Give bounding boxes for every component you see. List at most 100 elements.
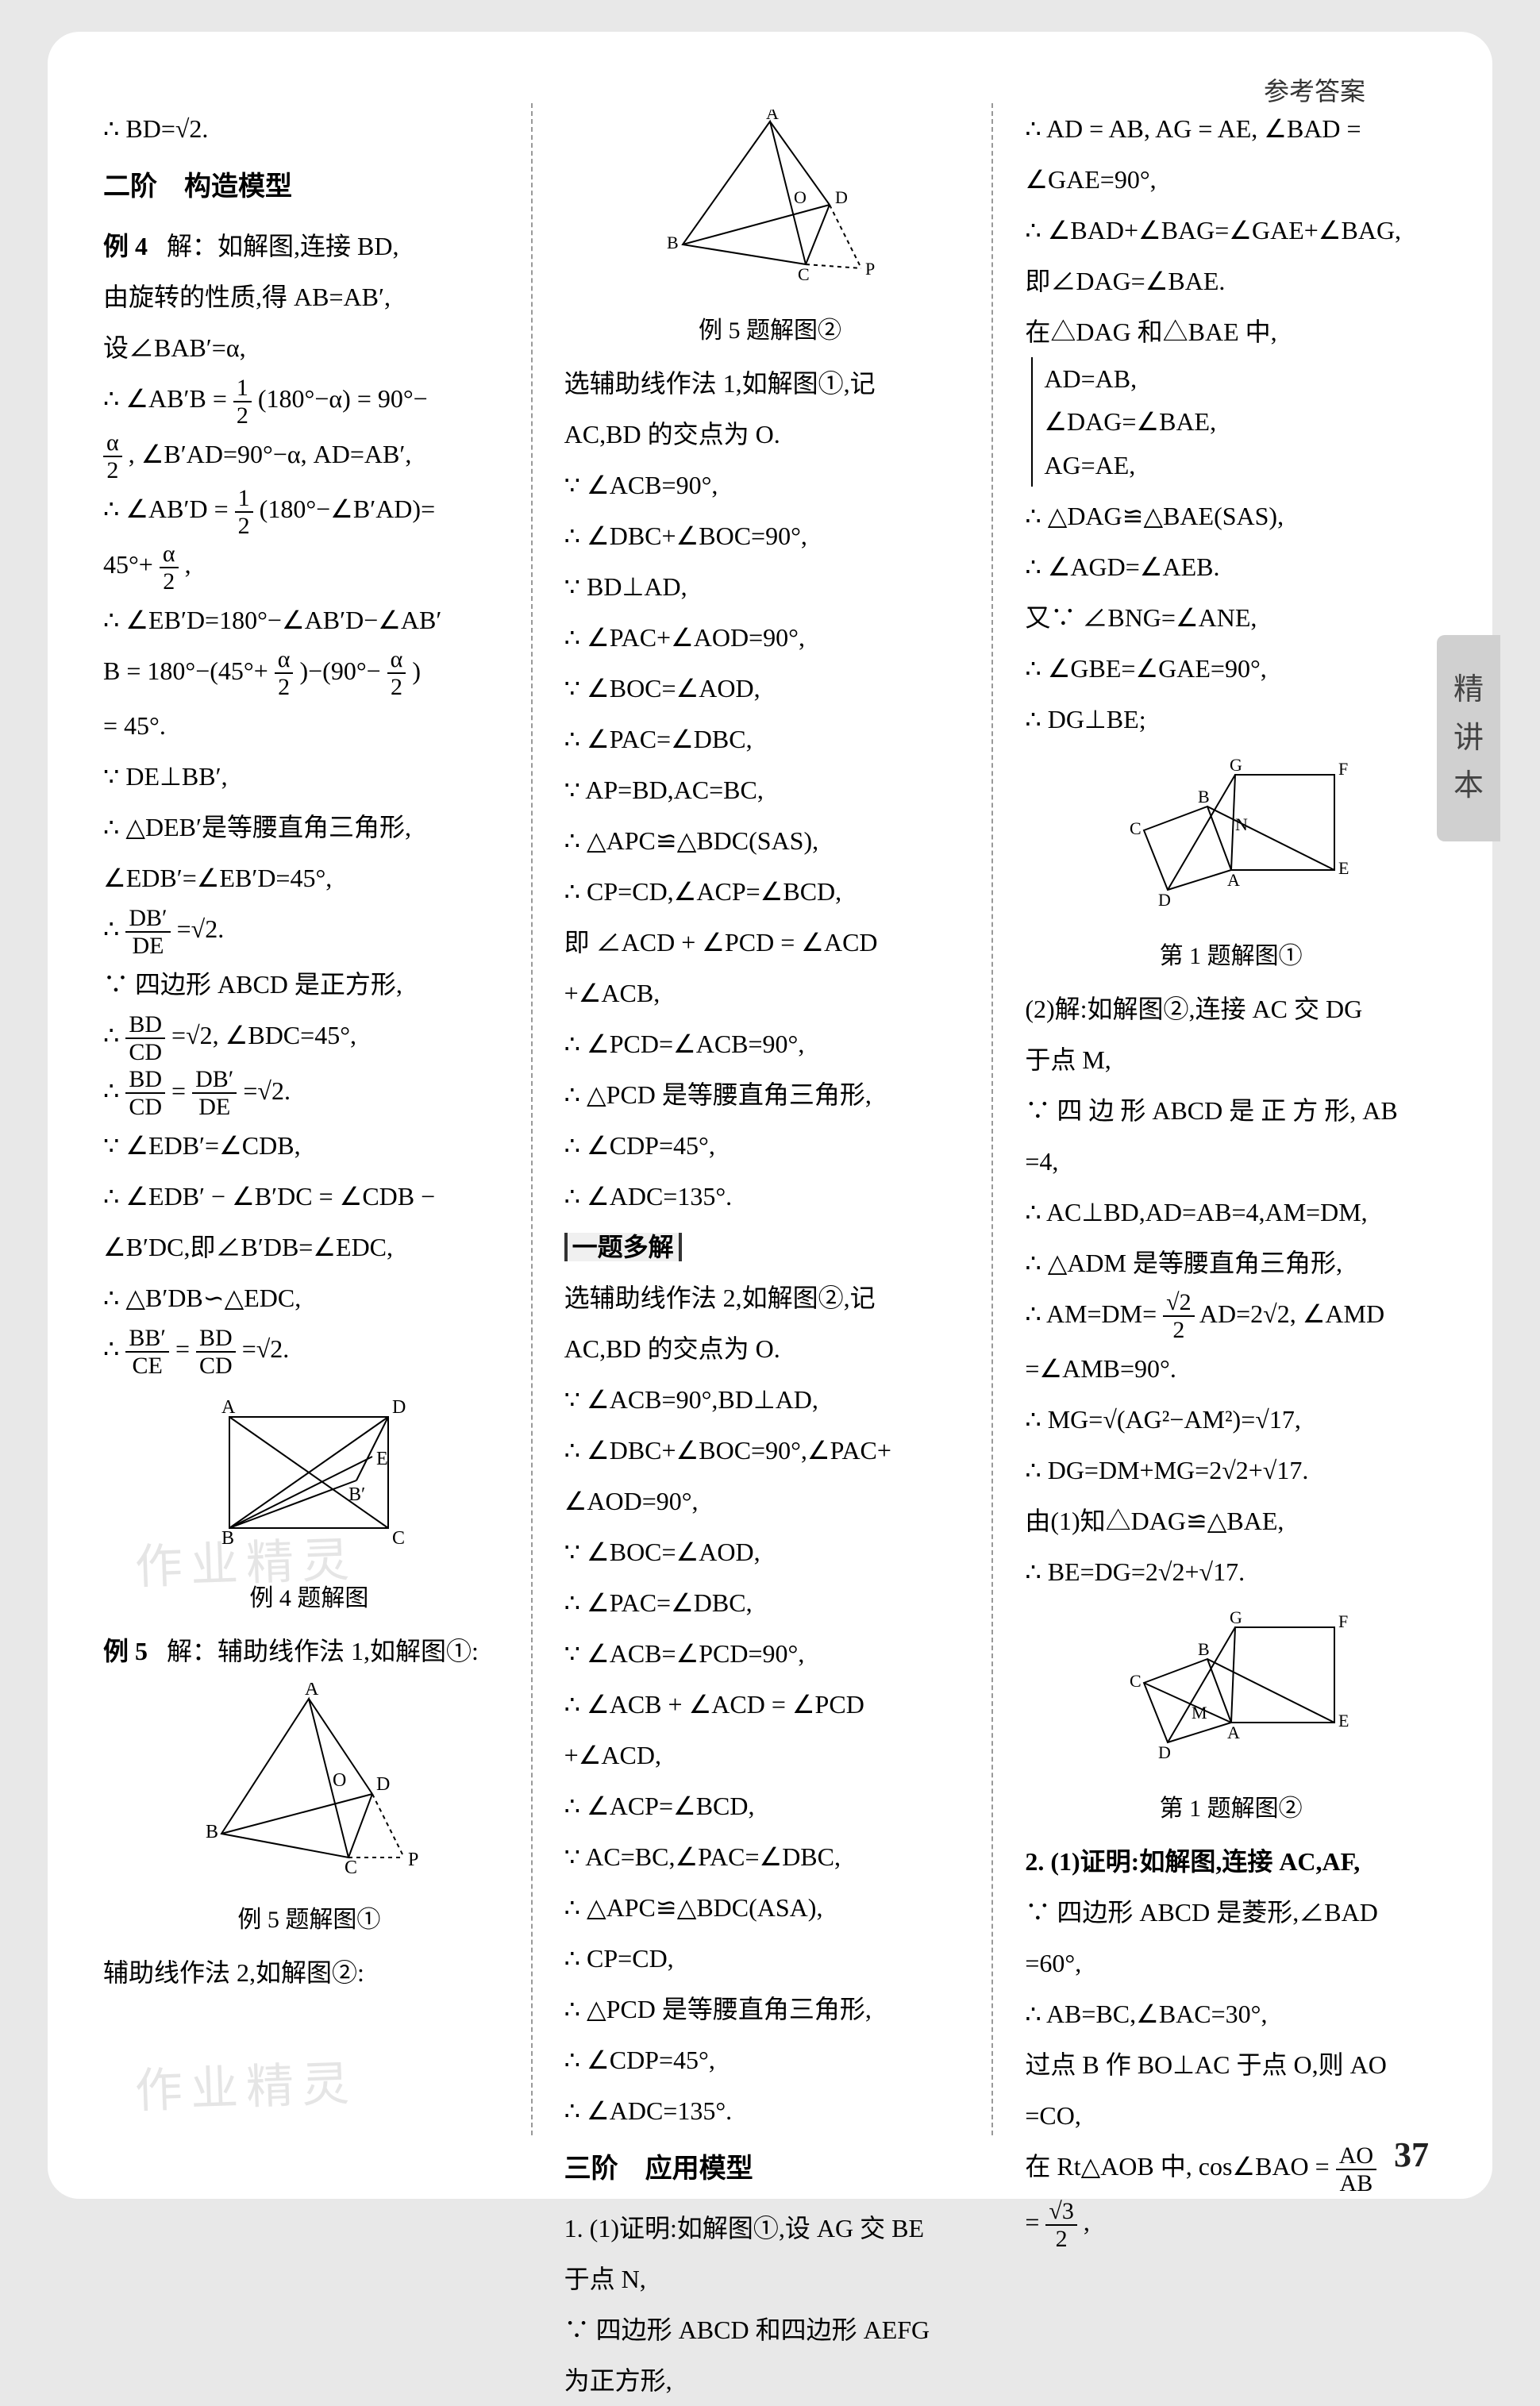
- text-line: ∵ 四边形 ABCD 是菱形,∠BAD: [1025, 1887, 1437, 1938]
- column-1: ∴ BD=√2. 二阶 构造模型 例 4 解：如解图,连接 BD, 由旋转的性质…: [103, 103, 533, 2135]
- figure-q1-2: A B C D E F G M: [1025, 1603, 1437, 1779]
- text-line: ∴ ∠AB′D = 12 (180°−∠B′AD)=: [103, 483, 515, 539]
- text-line: ∵ 四边形 ABCD 和四边形 AEFG: [564, 2304, 976, 2355]
- text-line: =4,: [1025, 1136, 1437, 1187]
- svg-text:A: A: [1227, 870, 1240, 890]
- svg-text:A: A: [221, 1397, 236, 1418]
- text-line: ∴ ∠PAC=∠DBC,: [564, 714, 976, 764]
- svg-text:G: G: [1230, 1607, 1242, 1627]
- content-columns: ∴ BD=√2. 二阶 构造模型 例 4 解：如解图,连接 BD, 由旋转的性质…: [103, 103, 1437, 2135]
- text-line: ∴ DB′DE =√2.: [103, 903, 515, 959]
- text-line: =CO,: [1025, 2090, 1437, 2141]
- svg-text:M: M: [1192, 1703, 1207, 1723]
- svg-text:B: B: [1198, 787, 1210, 806]
- figure-example-5-2: A B C D O P: [564, 110, 976, 301]
- svg-text:D: D: [1158, 890, 1171, 910]
- svg-text:B: B: [221, 1528, 234, 1549]
- text-line: = √32 ,: [1025, 2196, 1437, 2252]
- text-line: ∴ △B′DB∽△EDC,: [103, 1272, 515, 1323]
- text-line: ∴ ∠GBE=∠GAE=90°,: [1025, 643, 1437, 694]
- text-line: 即 ∠ACD + ∠PCD = ∠ACD: [564, 917, 976, 968]
- section-title: 三阶 应用模型: [564, 2142, 976, 2196]
- text-line: ∴ BB′CE = BDCD =√2.: [103, 1323, 515, 1379]
- text-line: ∴ ∠EB′D=180°−∠AB′D−∠AB′: [103, 595, 515, 645]
- text-line: 在 Rt△AOB 中, cos∠BAO = AOAB: [1025, 2141, 1437, 2196]
- page: 参考答案 精 讲 本 ∴ BD=√2. 二阶 构造模型 例 4 解：如解图,连接…: [48, 32, 1492, 2199]
- text-line: (2)解:如解图②,连接 AC 交 DG: [1025, 984, 1437, 1034]
- text: 解：如解图,连接 BD,: [167, 232, 398, 260]
- side-tab: 精 讲 本: [1437, 635, 1500, 841]
- text-line: ∴ CP=CD,: [564, 1933, 976, 1984]
- figure-example-4: A D B C E B′: [103, 1385, 515, 1569]
- figure-example-5-1: A B C D O P: [103, 1683, 515, 1890]
- text-line: ∵ AC=BC,∠PAC=∠DBC,: [564, 1831, 976, 1882]
- text-line: ∴ ∠DBC+∠BOC=90°,: [564, 510, 976, 561]
- svg-text:O: O: [333, 1770, 346, 1791]
- text-line: ∴ CP=CD,∠ACP=∠BCD,: [564, 866, 976, 917]
- text-line: ∵ BD⊥AD,: [564, 561, 976, 612]
- text-line: ∵ ∠BOC=∠AOD,: [564, 663, 976, 714]
- text-line: 例 5 解：辅助线作法 1,如解图①:: [103, 1626, 515, 1677]
- text-line: ∵ ∠ACB=90°,BD⊥AD,: [564, 1374, 976, 1425]
- text-line: 1. (1)证明:如解图①,设 AG 交 BE: [564, 2203, 976, 2254]
- text-line: ∴ BDCD = DB′DE =√2.: [103, 1065, 515, 1121]
- text-line: +∠ACB,: [564, 968, 976, 1018]
- multi-solution-label: 一题多解: [564, 1222, 976, 1272]
- side-tab-char-3: 本: [1453, 762, 1484, 810]
- figure-caption: 例 5 题解图②: [564, 307, 976, 355]
- text-line: 在△DAG 和△BAE 中,: [1025, 306, 1437, 357]
- text-line: AC,BD 的交点为 O.: [564, 409, 976, 460]
- svg-text:A: A: [766, 110, 779, 123]
- svg-text:C: C: [1130, 818, 1142, 838]
- text-line: ∴ △DEB′是等腰直角三角形,: [103, 802, 515, 853]
- text-line: =∠AMB=90°.: [1025, 1343, 1437, 1394]
- text-line: ∠EDB′=∠EB′D=45°,: [103, 853, 515, 903]
- text-line: =60°,: [1025, 1938, 1437, 1988]
- text-line: ∴ ∠ADC=135°.: [564, 1171, 976, 1222]
- text-line: ∴ BDCD =√2, ∠BDC=45°,: [103, 1010, 515, 1065]
- text-line: ∴ △ADM 是等腰直角三角形,: [1025, 1238, 1437, 1288]
- svg-text:D: D: [392, 1397, 406, 1418]
- text-line: ∴ ∠ADC=135°.: [564, 2085, 976, 2136]
- text-line: 为正方形,: [564, 2355, 976, 2406]
- text-line: ∴ △APC≌△BDC(SAS),: [564, 815, 976, 866]
- text-line: AC,BD 的交点为 O.: [564, 1323, 976, 1374]
- figure-caption: 例 5 题解图①: [103, 1896, 515, 1944]
- side-tab-char-1: 精: [1453, 666, 1484, 714]
- text-line: 45°+ α2 ,: [103, 539, 515, 595]
- example-label: 例 5: [103, 1637, 148, 1665]
- svg-text:G: G: [1230, 755, 1242, 775]
- svg-text:B: B: [667, 233, 679, 252]
- svg-text:B: B: [206, 1822, 218, 1842]
- svg-text:P: P: [408, 1850, 418, 1870]
- svg-text:D: D: [835, 187, 848, 207]
- text-line: ∴ ∠AGD=∠AEB.: [1025, 541, 1437, 592]
- svg-text:C: C: [798, 264, 810, 284]
- svg-text:D: D: [376, 1774, 390, 1795]
- text-line: ∴ △PCD 是等腰直角三角形,: [564, 1069, 976, 1120]
- text-line: = 45°.: [103, 700, 515, 751]
- svg-text:P: P: [865, 259, 875, 279]
- figure-caption: 例 4 题解图: [103, 1575, 515, 1623]
- text-line: 于点 N,: [564, 2254, 976, 2304]
- text-line: ∴ DG⊥BE;: [1025, 694, 1437, 745]
- svg-text:F: F: [1338, 759, 1348, 779]
- svg-text:B′: B′: [348, 1484, 365, 1505]
- text-line: ∵ ∠ACB=∠PCD=90°,: [564, 1628, 976, 1679]
- text-line: 由旋转的性质,得 AB=AB′,: [103, 271, 515, 322]
- svg-text:E: E: [376, 1449, 388, 1469]
- svg-text:F: F: [1338, 1611, 1348, 1631]
- text-line: α2 , ∠B′AD=90°−α, AD=AB′,: [103, 429, 515, 484]
- svg-text:D: D: [1158, 1742, 1171, 1762]
- svg-text:O: O: [794, 187, 807, 207]
- figure-q1-1: A B C D E F G N: [1025, 751, 1437, 926]
- example-label: 例 4: [103, 232, 148, 260]
- text-line: ∴ ∠ACB + ∠ACD = ∠PCD: [564, 1679, 976, 1730]
- svg-text:C: C: [392, 1528, 405, 1549]
- text-line: ∴ △DAG≌△BAE(SAS),: [1025, 491, 1437, 541]
- svg-text:E: E: [1338, 1711, 1349, 1730]
- text-line: ∵ DE⊥BB′,: [103, 751, 515, 802]
- text-line: 例 4 解：如解图,连接 BD,: [103, 221, 515, 271]
- text-line: ∠GAE=90°,: [1025, 154, 1437, 205]
- text-line: 即∠DAG=∠BAE.: [1025, 256, 1437, 306]
